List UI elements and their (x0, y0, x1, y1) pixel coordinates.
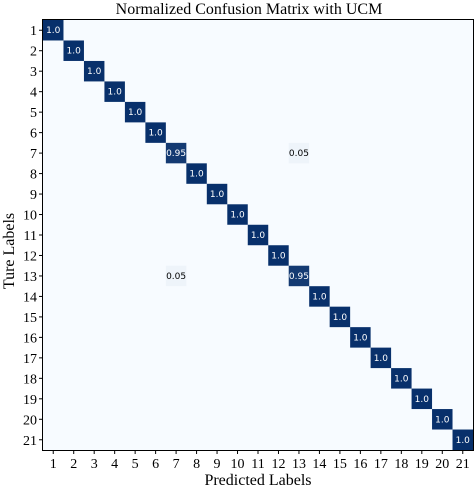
cell-value-label: 0.95 (166, 149, 186, 159)
cell-value-label: 0.05 (166, 272, 186, 282)
cell-value-label: 1.0 (251, 231, 266, 241)
x-tick-label: 14 (312, 457, 326, 472)
cell-r6-c6 (145, 122, 166, 143)
y-tick-label: 11 (24, 229, 37, 244)
cell-value-label: 1.0 (87, 67, 102, 77)
cell-value-label: 1.0 (435, 415, 450, 425)
y-tick-label: 15 (23, 311, 37, 326)
x-tick-label: 13 (292, 457, 306, 472)
x-axis: 1 2 3 4 5 6 7 8 9 10 11 12 13 14 15 16 17 18 19 20 21 (50, 450, 470, 472)
cell-r13-c7 (165, 265, 187, 287)
x-tick-label: 19 (415, 457, 429, 472)
cell-value-label: 1.0 (415, 395, 430, 405)
cell-r16-c16 (350, 327, 371, 348)
y-tick-label: 2 (30, 45, 37, 60)
cell-value-label: 1.0 (128, 108, 143, 118)
x-tick-label: 6 (152, 457, 159, 472)
cell-value-label: 1.0 (46, 26, 61, 36)
x-tick-label: 1 (50, 457, 57, 472)
cell-r7-c13 (288, 142, 310, 164)
y-tick-label: 4 (30, 86, 37, 101)
cell-r2-c2 (63, 40, 84, 61)
y-tick-label: 1 (30, 24, 37, 39)
y-tick-label: 20 (23, 413, 37, 428)
x-tick-label: 8 (193, 457, 200, 472)
chart-title: Normalized Confusion Matrix with UCM (116, 1, 383, 18)
cell-r13-c13 (288, 265, 310, 287)
cell-r3-c3 (83, 60, 105, 82)
cell-r17-c17 (370, 347, 392, 369)
y-tick-label: 19 (23, 393, 37, 408)
y-tick-label: 6 (30, 127, 37, 142)
cell-value-label: 1.0 (189, 170, 204, 180)
x-tick-label: 17 (374, 457, 388, 472)
cell-value-label: 1.0 (333, 313, 348, 323)
y-tick-label: 14 (23, 290, 37, 305)
y-tick-label: 3 (30, 65, 37, 80)
cell-value-label: 1.0 (312, 292, 327, 302)
x-axis-label: Predicted Labels (204, 472, 311, 488)
x-tick-label: 10 (231, 457, 245, 472)
x-tick-label: 5 (132, 457, 139, 472)
cell-value-label: 1.0 (108, 88, 123, 98)
cell-group: 1.01.01.01.01.01.00.95 0.051.01.01.01.01.… (43, 20, 473, 450)
x-tick-label: 11 (251, 457, 264, 472)
cell-value-label: 1.0 (148, 129, 163, 139)
cell-value-label: 0.95 (289, 272, 309, 282)
x-tick-label: 2 (70, 457, 77, 472)
x-tick-label: 20 (435, 457, 449, 472)
y-tick-label: 21 (23, 434, 37, 449)
y-tick-label: 12 (23, 249, 37, 264)
cell-r1-c1 (43, 20, 64, 41)
cell-r15-c15 (329, 306, 351, 328)
cell-value-label: 0.05 (289, 149, 309, 159)
cell-r20-c20 (432, 409, 453, 430)
cell-r12-c12 (268, 245, 289, 266)
y-tick-label: 18 (23, 372, 37, 387)
cell-value-label: 1.0 (456, 436, 471, 446)
cell-r21-c21 (452, 429, 473, 450)
cell-value-label: 1.0 (210, 190, 225, 200)
x-tick-label: 21 (456, 457, 470, 472)
cell-r7-c7 (165, 142, 187, 164)
cell-r11-c11 (247, 224, 269, 246)
cell-r14-c14 (309, 286, 330, 307)
y-tick-label: 10 (23, 209, 37, 224)
y-tick-label: 16 (23, 331, 37, 346)
x-tick-label: 16 (353, 457, 367, 472)
cell-value-label: 1.0 (67, 47, 82, 57)
x-tick-label: 18 (394, 457, 408, 472)
x-tick-label: 4 (111, 457, 118, 472)
y-tick-label: 13 (23, 270, 37, 285)
y-tick-label: 5 (30, 106, 37, 121)
cell-value-label: 1.0 (374, 354, 389, 364)
x-tick-label: 12 (271, 457, 285, 472)
x-tick-label: 7 (173, 457, 180, 472)
y-tick-label: 7 (30, 147, 37, 162)
cell-value-label: 1.0 (353, 333, 368, 343)
cell-value-label: 1.0 (394, 374, 409, 384)
x-tick-label: 15 (333, 457, 347, 472)
x-tick-label: 9 (214, 457, 221, 472)
cell-r8-c8 (186, 163, 207, 184)
cell-value-label: 1.0 (271, 251, 286, 261)
cell-r9-c9 (206, 183, 228, 205)
cell-r18-c18 (391, 368, 412, 389)
cell-r10-c10 (227, 204, 248, 225)
x-tick-label: 3 (91, 457, 98, 472)
y-axis-label: Ture Labels (1, 213, 18, 289)
cell-r19-c19 (411, 388, 433, 410)
y-tick-label: 9 (30, 188, 37, 203)
cell-r4-c4 (104, 81, 125, 102)
y-tick-label: 8 (30, 168, 37, 183)
cell-value-label: 1.0 (230, 211, 245, 221)
y-tick-label: 17 (23, 352, 37, 367)
cell-r5-c5 (124, 101, 146, 123)
